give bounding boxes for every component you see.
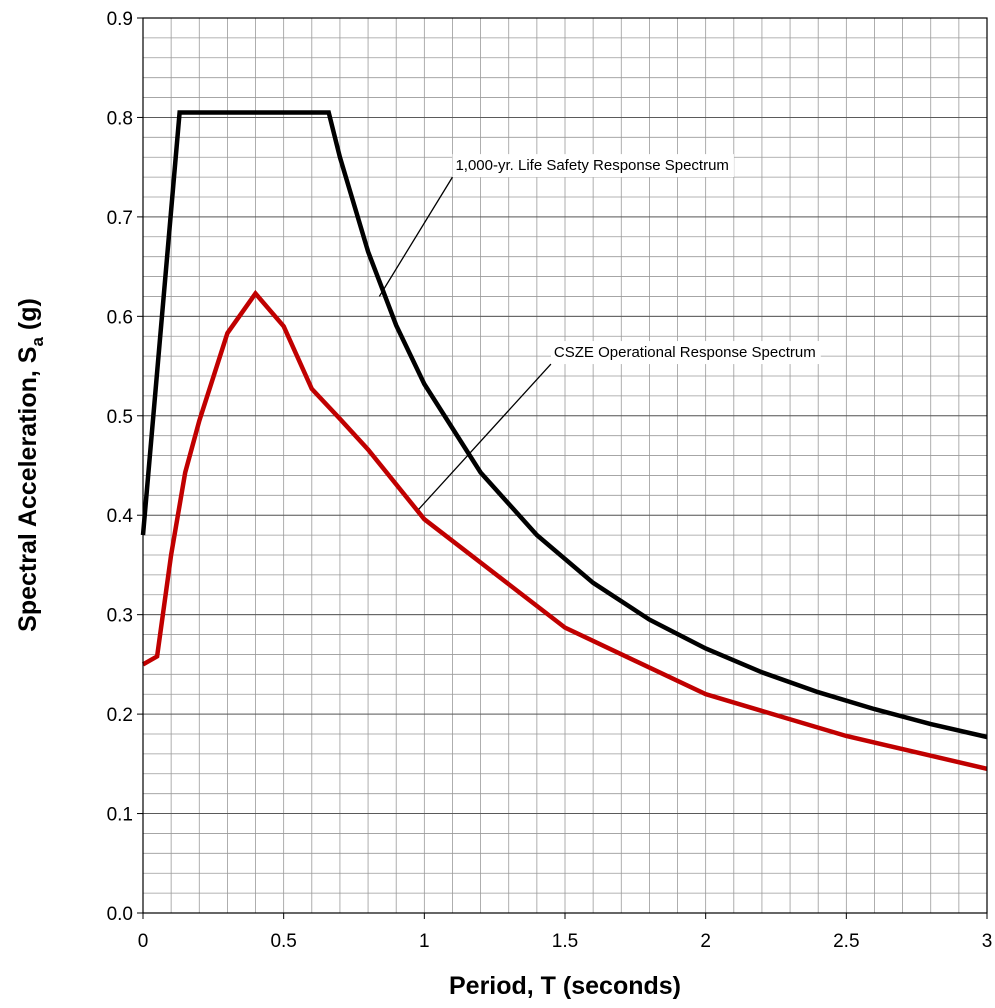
y-axis-title-main: Spectral Acceleration, S [14,347,42,632]
y-tick-label: 0.2 [107,705,133,726]
y-tick-label: 0.8 [107,108,133,129]
annotation-label-background [452,154,734,178]
y-tick-labels: 0.0 0.1 0.2 0.3 0.4 0.5 0.6 0.7 0.8 0.9 [107,9,134,925]
y-tick-label: 0.5 [107,407,133,428]
annotation-leader-line [418,363,552,510]
y-tick-label: 0.9 [107,9,133,30]
y-tick-label: 0.7 [107,208,133,229]
annotation-label-background [550,341,821,365]
y-axis-title: Spectral Acceleration, Sa (g) [14,298,47,632]
x-tick-labels: 0 0.5 1 1.5 2 2.5 3 [138,931,993,952]
x-tick-label: 0.5 [270,931,296,952]
x-axis-title: Period, T (seconds) [449,972,681,1000]
annotation-layer: 1,000-yr. Life Safety Response Spectrum C… [378,154,821,510]
y-tick-label: 0.3 [107,606,133,627]
y-tick-label: 0.0 [107,904,133,925]
y-tick-label: 0.6 [107,307,133,328]
annotation-label: CSZE Operational Response Spectrum [554,344,816,361]
x-tick-label: 2.5 [833,931,859,952]
x-tick-label: 1 [419,931,430,952]
x-tick-label: 2 [700,931,711,952]
y-axis-title-unit: (g) [14,298,42,337]
series-layer [140,110,988,771]
y-axis-title-subscript: a [28,337,47,347]
annotation-label: 1,000-yr. Life Safety Response Spectrum [455,157,728,174]
x-tick-label: 1.5 [552,931,578,952]
series-line-csze-operational [141,289,988,771]
x-tick-label: 0 [138,931,149,952]
major-grid [143,116,987,815]
y-tick-label: 0.1 [107,805,133,826]
x-tick-label: 3 [982,931,993,952]
tick-marks [137,17,988,919]
annotation-leader-line [378,176,454,297]
y-tick-label: 0.4 [107,506,134,527]
series-line-life-safety [140,110,988,740]
